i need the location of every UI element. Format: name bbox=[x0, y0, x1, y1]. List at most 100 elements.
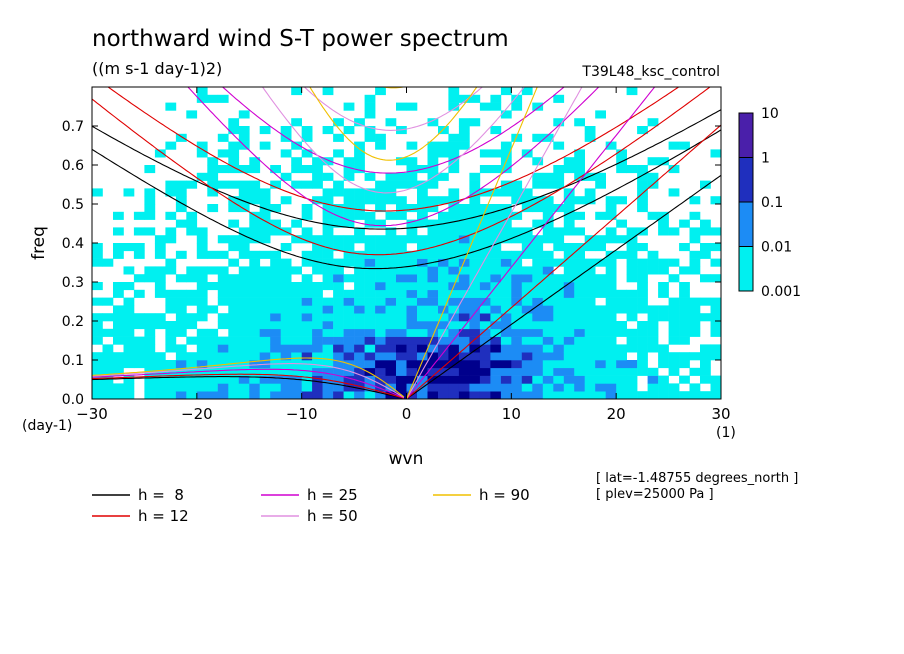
heatmap-cell bbox=[133, 289, 145, 298]
heatmap-cell bbox=[605, 344, 617, 353]
heatmap-cell bbox=[154, 282, 166, 291]
heatmap-cell bbox=[647, 375, 659, 384]
heatmap-cell bbox=[658, 344, 669, 353]
heatmap-cell bbox=[301, 375, 313, 384]
heatmap-cell bbox=[553, 118, 565, 127]
heatmap-cell bbox=[563, 266, 575, 275]
heatmap-cell bbox=[542, 250, 554, 259]
heatmap-cell bbox=[500, 235, 512, 244]
heatmap-cell bbox=[553, 235, 565, 244]
heatmap-cell bbox=[270, 219, 281, 228]
dispersion-curve-h25 bbox=[221, 87, 565, 174]
x-tick-label: −30 bbox=[76, 405, 108, 423]
heatmap-cell bbox=[448, 204, 460, 213]
heatmap-cell bbox=[626, 87, 638, 96]
heatmap-cell bbox=[438, 196, 449, 205]
heatmap-cell bbox=[658, 375, 669, 384]
heatmap-cell bbox=[595, 235, 606, 244]
heatmap-cell bbox=[270, 274, 281, 283]
heatmap-cell bbox=[270, 165, 281, 174]
heatmap-cell bbox=[249, 266, 261, 275]
heatmap-cell bbox=[479, 344, 491, 353]
heatmap-cell bbox=[469, 211, 481, 220]
dispersion-curve-h25 bbox=[92, 368, 405, 399]
heatmap-cell bbox=[448, 321, 460, 330]
heatmap-cell bbox=[175, 383, 187, 392]
heatmap-cell bbox=[427, 383, 439, 392]
heatmap-cell bbox=[249, 282, 261, 291]
heatmap-cell bbox=[511, 266, 523, 275]
heatmap-cell bbox=[658, 282, 669, 291]
heatmap-cell bbox=[469, 235, 481, 244]
heatmap-cell bbox=[605, 282, 617, 291]
heatmap-cell bbox=[490, 204, 502, 213]
heatmap-cell bbox=[333, 305, 344, 314]
heatmap-cell bbox=[154, 352, 166, 361]
heatmap-cell bbox=[207, 157, 219, 166]
heatmap-cell bbox=[144, 391, 156, 399]
heatmap-cell bbox=[710, 258, 721, 267]
heatmap-cell bbox=[291, 391, 302, 399]
heatmap-cell bbox=[563, 274, 575, 283]
heatmap-cell bbox=[396, 367, 407, 376]
heatmap-cell bbox=[532, 391, 544, 399]
heatmap-cell bbox=[532, 258, 544, 267]
heatmap-cell bbox=[301, 321, 313, 330]
heatmap-cell bbox=[396, 321, 407, 330]
heatmap-cell bbox=[291, 344, 302, 353]
heatmap-cell bbox=[375, 360, 386, 369]
heatmap-cell bbox=[438, 375, 449, 384]
heatmap-cell bbox=[490, 289, 502, 298]
heatmap-cell bbox=[427, 165, 439, 174]
heatmap-cell bbox=[217, 149, 229, 158]
heatmap-cell bbox=[542, 375, 554, 384]
heatmap-cell bbox=[448, 133, 460, 142]
heatmap-cell bbox=[375, 305, 386, 314]
heatmap-cell bbox=[406, 165, 418, 174]
heatmap-cell bbox=[333, 133, 344, 142]
heatmap-cell bbox=[427, 274, 439, 283]
heatmap-cell bbox=[354, 321, 365, 330]
heatmap-cell bbox=[396, 344, 407, 353]
heatmap-cell bbox=[291, 282, 302, 291]
heatmap-cell bbox=[102, 391, 114, 399]
heatmap-cell bbox=[238, 282, 250, 291]
heatmap-cell bbox=[563, 227, 575, 236]
heatmap-cell bbox=[375, 180, 386, 189]
heatmap-cell bbox=[574, 360, 585, 369]
dispersion-curve-h90 bbox=[309, 87, 478, 161]
heatmap-cell bbox=[375, 321, 386, 330]
heatmap-cell bbox=[637, 344, 648, 353]
heatmap-cell bbox=[438, 360, 449, 369]
heatmap-cell bbox=[396, 305, 407, 314]
heatmap-cell bbox=[584, 297, 596, 306]
heatmap-cell bbox=[343, 375, 355, 384]
heatmap-cell bbox=[616, 352, 627, 361]
heatmap-cell bbox=[458, 352, 470, 361]
heatmap-cell bbox=[312, 360, 323, 369]
x-tick-label: 20 bbox=[607, 405, 626, 423]
heatmap-cell bbox=[511, 196, 523, 205]
heatmap-cell bbox=[175, 375, 187, 384]
heatmap-cell bbox=[563, 157, 575, 166]
heatmap-cell bbox=[658, 352, 669, 361]
legend-label: h = 8 bbox=[138, 486, 184, 504]
heatmap-cell bbox=[647, 321, 659, 330]
heatmap-cell bbox=[343, 196, 355, 205]
heatmap-cell bbox=[113, 383, 124, 392]
heatmap-cell bbox=[521, 87, 533, 96]
heatmap-cell bbox=[438, 227, 449, 236]
heatmap-cell bbox=[343, 352, 355, 361]
heatmap-cell bbox=[238, 243, 250, 252]
heatmap-cell bbox=[165, 227, 177, 236]
heatmap-cell bbox=[553, 305, 565, 314]
heatmap-cell bbox=[385, 211, 397, 220]
legend: h = 8 h = 12 h = 25 h = 50 h = 90 bbox=[92, 486, 530, 525]
heatmap-cell bbox=[217, 313, 229, 322]
heatmap-cell bbox=[584, 352, 596, 361]
heatmap-cell bbox=[637, 336, 648, 345]
heatmap-cell bbox=[417, 360, 428, 369]
heatmap-cell bbox=[396, 352, 407, 361]
heatmap-cell bbox=[396, 180, 407, 189]
heatmap-cell bbox=[375, 219, 386, 228]
